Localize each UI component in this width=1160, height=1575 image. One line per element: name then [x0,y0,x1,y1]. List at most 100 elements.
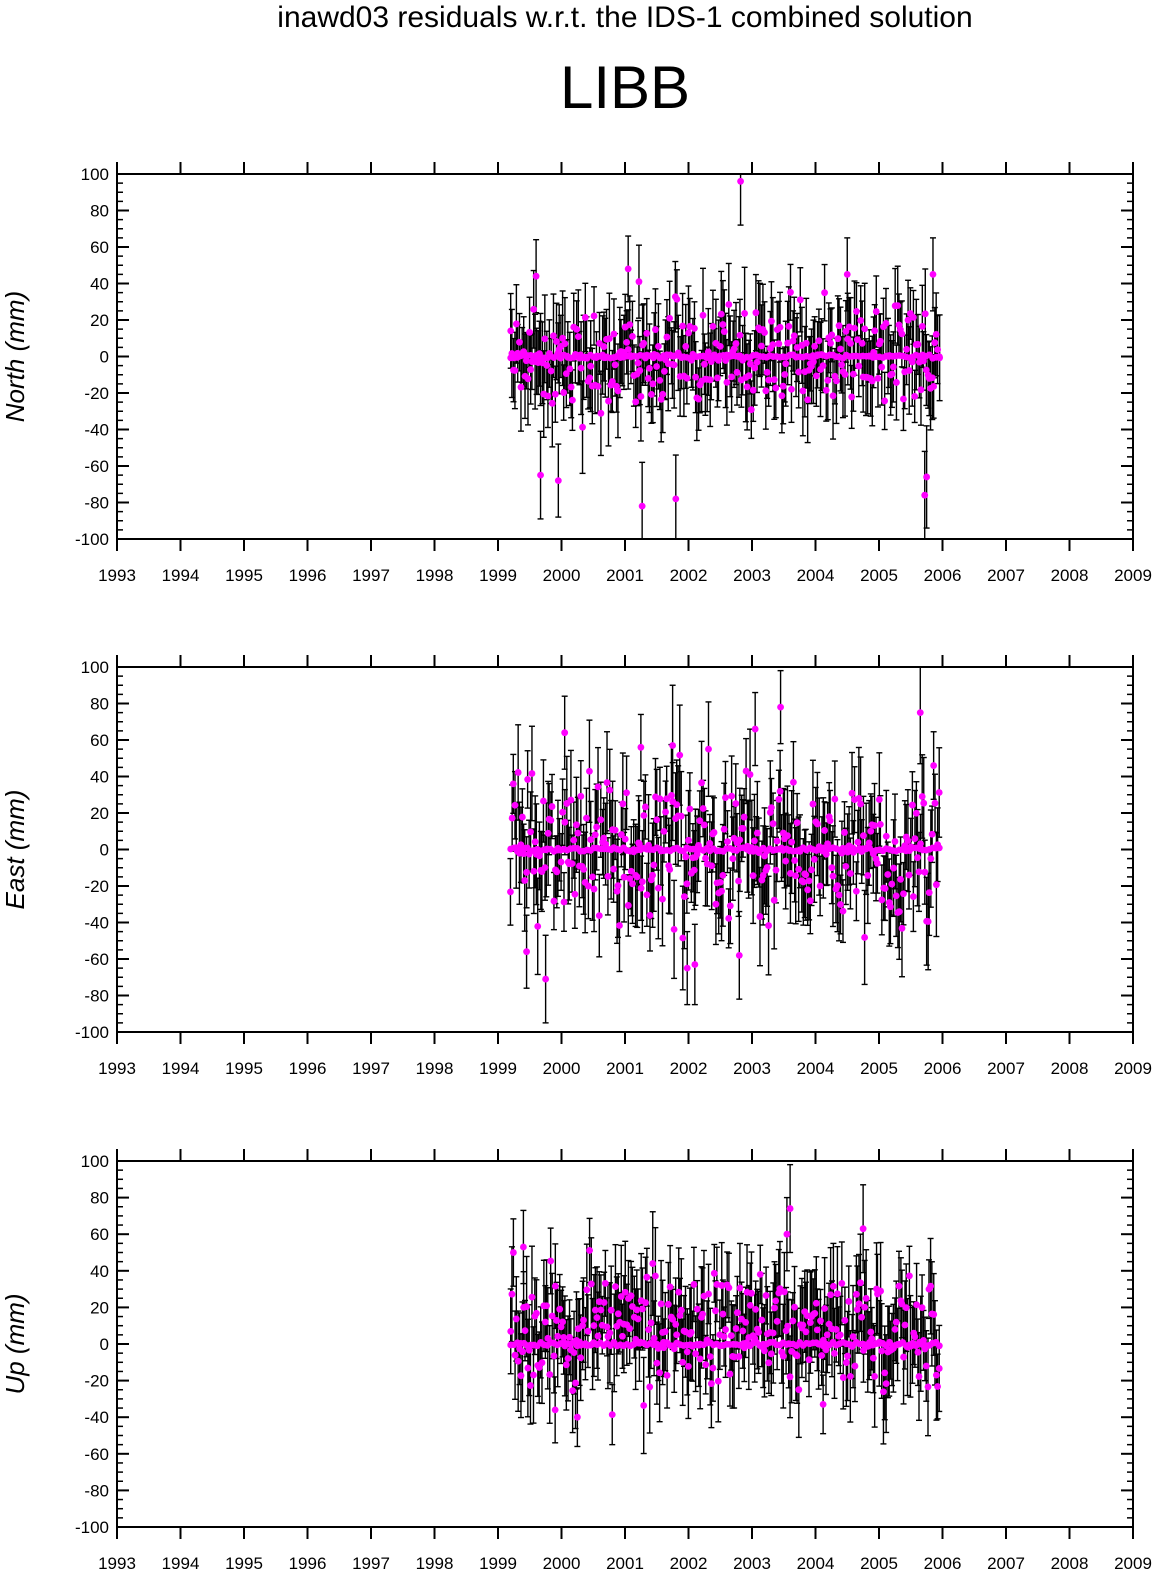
data-point [908,801,916,809]
y-tick-label: 20 [90,804,109,823]
data-point [586,1247,593,1254]
data-point [691,324,698,332]
data-point [805,1356,813,1364]
data-point [736,836,744,844]
data-point [524,375,532,383]
x-tick-label: 2001 [606,1554,644,1573]
data-point [517,1372,525,1380]
data-point [839,907,847,915]
data-point [782,857,790,865]
data-point [719,871,727,879]
data-point [931,339,939,347]
data-point [626,321,634,329]
data-point [922,1362,930,1370]
data-point [842,862,850,870]
data-point [729,855,737,863]
data-point [736,331,744,339]
data-point [656,1369,664,1377]
data-point [690,1281,698,1288]
x-tick-label: 2000 [543,566,581,585]
data-point [808,866,815,874]
data-point [813,820,821,828]
data-point [828,864,836,872]
data-point [547,1257,555,1265]
data-point [541,1318,549,1326]
data-point [511,801,519,809]
data-point [509,1249,517,1256]
data-point [720,328,728,335]
data-point [693,1305,701,1313]
data-point [821,1305,829,1312]
data-point [772,384,780,392]
data-point [659,895,666,903]
data-point [719,1310,727,1318]
data-point [724,838,731,846]
data-point [550,332,557,340]
data-point [928,374,936,382]
data-point [523,868,530,876]
data-point [562,1361,570,1369]
data-point [600,834,608,842]
x-tick-label: 2008 [1051,566,1089,585]
x-tick-label: 2007 [987,566,1025,585]
data-point [673,295,681,303]
data-point [852,1290,860,1298]
data-point [935,1342,943,1350]
data-point [900,395,907,403]
y-tick-label: 20 [90,311,109,330]
data-point [653,1359,661,1367]
data-point [653,363,661,370]
y-tick-label: -100 [75,530,109,549]
data-point [639,1305,646,1313]
data-point [546,1371,554,1378]
data-point [826,817,834,825]
x-tick-label: 1998 [416,1059,454,1078]
data-point [802,871,810,879]
station-title: LIBB [559,54,691,121]
data-point [561,729,569,737]
x-tick-label: 1993 [98,566,136,585]
y-tick-label: 100 [81,1152,109,1171]
data-point [530,305,538,313]
data-point [572,1379,579,1387]
data-point [634,359,642,367]
chart-panel: 100 80 60 40 20 0 -20 -40 -60 -80 -100 1993 1994 1995… [0,655,1152,1078]
data-point [851,1362,859,1370]
data-point [527,828,535,836]
data-point [900,1353,907,1361]
data-point [507,327,515,335]
data-point [881,1369,889,1377]
data-point [590,885,598,893]
data-point [605,335,613,343]
x-tick-label: 1997 [352,566,390,585]
data-point [523,1303,531,1311]
data-point [935,789,943,796]
data-point [623,338,631,346]
data-point [591,1306,599,1314]
data-point [765,1359,773,1367]
data-point [643,1273,651,1281]
data-point [645,1326,652,1334]
data-point [560,1333,568,1341]
data-point [737,177,744,185]
data-point [867,827,875,835]
data-point [559,334,567,342]
data-point [683,374,691,382]
data-point [916,709,924,717]
data-point [743,383,751,391]
data-point [702,854,709,862]
data-point [564,1355,572,1362]
data-point [805,877,813,885]
x-tick-label: 2004 [797,1059,835,1078]
data-point [617,831,625,838]
data-point [716,878,724,886]
x-tick-label: 2009 [1114,1059,1152,1078]
data-point [709,322,717,330]
data-point [902,1304,910,1312]
data-point [924,918,932,925]
data-point [935,844,943,852]
data-point [726,1370,734,1378]
data-point [640,812,648,819]
data-point [920,799,928,807]
data-point [610,865,618,873]
